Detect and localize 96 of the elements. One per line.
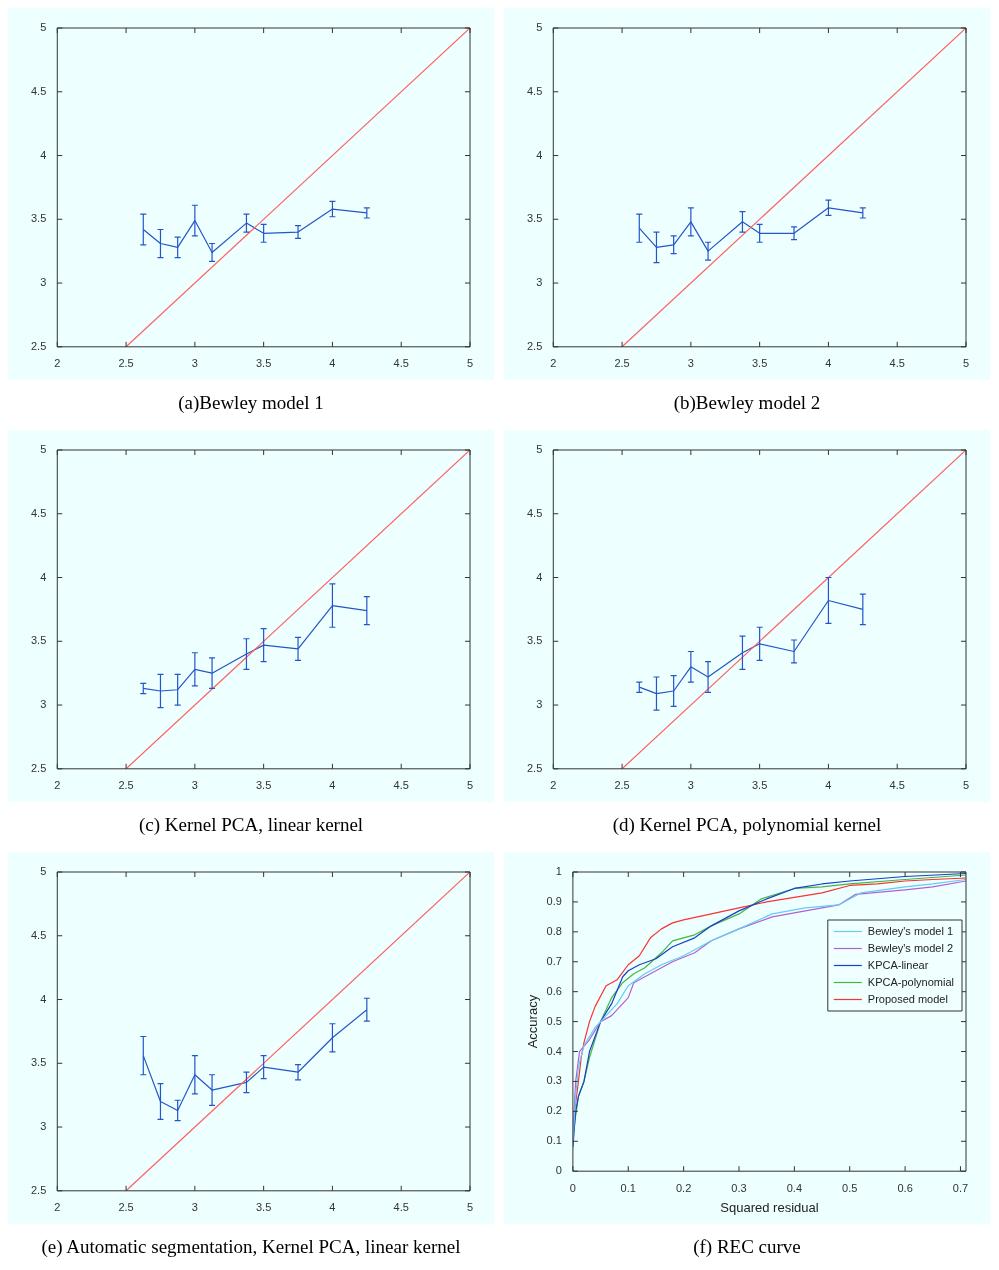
y-tick-label: 2.5 xyxy=(30,339,47,352)
x-tick-label: 4 xyxy=(825,357,832,370)
text: (d) Kernel PCA, polynomial kernel xyxy=(611,813,883,837)
x-tick-label: 5 xyxy=(962,779,970,792)
y-tick-label: 3 xyxy=(536,276,543,289)
y-tick-label: 3.5 xyxy=(30,1056,47,1069)
y-tick-label: 4 xyxy=(40,992,47,1005)
y-tick-label: 3.5 xyxy=(30,634,47,647)
x-tick-label: 0.1 xyxy=(620,1181,636,1194)
y-tick-label: 5 xyxy=(40,443,47,456)
y-tick-label: 4 xyxy=(40,570,47,583)
x-tick-label: 0.6 xyxy=(897,1181,913,1194)
x-tick-label: 2.5 xyxy=(118,1201,134,1214)
y-tick-label: 0.6 xyxy=(546,984,562,997)
y-tick-label: 0.8 xyxy=(546,924,562,937)
text: (b)Bewley model 2 xyxy=(672,391,822,415)
x-tick-label: 3 xyxy=(191,1201,198,1214)
text: (f) REC curve xyxy=(692,1235,802,1259)
legend-label: Proposed model xyxy=(867,992,948,1005)
x-tick-label: 4.5 xyxy=(393,1201,409,1214)
y-tick-label: 2.5 xyxy=(30,761,47,774)
y-tick-label: 4.5 xyxy=(30,506,47,519)
x-tick-label: 4 xyxy=(329,1201,336,1214)
x-tick-label: 2.5 xyxy=(118,357,134,370)
x-tick-label: 5 xyxy=(962,357,970,370)
x-tick-label: 2 xyxy=(54,357,61,370)
y-tick-label: 3.5 xyxy=(526,212,543,225)
text: (c) Kernel PCA, linear kernel xyxy=(137,813,365,837)
x-tick-label: 5 xyxy=(466,779,474,792)
x-tick-label: 0 xyxy=(569,1181,576,1194)
x-tick-label: 4.5 xyxy=(393,357,409,370)
x-tick-label: 3 xyxy=(687,779,694,792)
x-tick-label: 0.5 xyxy=(842,1181,858,1194)
y-tick-label: 4 xyxy=(40,148,47,161)
y-tick-label: 0.2 xyxy=(546,1104,562,1117)
y-tick-label: 3.5 xyxy=(30,212,47,225)
y-tick-label: 4.5 xyxy=(30,928,47,941)
y-tick-label: 5 xyxy=(40,865,47,878)
x-tick-label: 3.5 xyxy=(752,357,768,370)
y-tick-label: 3 xyxy=(536,698,543,711)
y-tick-label: 2.5 xyxy=(526,339,543,352)
x-tick-label: 4.5 xyxy=(889,357,905,370)
x-tick-label: 4.5 xyxy=(393,779,409,792)
y-axis-title: Accuracy xyxy=(525,994,541,1049)
y-tick-label: 3 xyxy=(40,698,47,711)
x-tick-label: 0.2 xyxy=(675,1181,692,1194)
y-tick-label: 0.1 xyxy=(546,1134,562,1147)
y-tick-label: 0.5 xyxy=(546,1014,562,1027)
y-tick-label: 4.5 xyxy=(526,506,543,519)
y-tick-label: 5 xyxy=(40,21,47,34)
x-tick-label: 3.5 xyxy=(752,779,768,792)
x-tick-label: 2 xyxy=(550,779,557,792)
x-tick-label: 3 xyxy=(191,779,198,792)
x-tick-label: 2.5 xyxy=(614,357,630,370)
y-tick-label: 3 xyxy=(40,276,47,289)
x-tick-label: 3.5 xyxy=(256,779,272,792)
x-tick-label: 3.5 xyxy=(256,357,272,370)
legend-label: Bewley's model 2 xyxy=(867,941,954,954)
x-tick-label: 2.5 xyxy=(614,779,630,792)
x-tick-label: 3 xyxy=(191,357,198,370)
y-tick-label: 4 xyxy=(536,148,543,161)
x-tick-label: 2.5 xyxy=(118,779,134,792)
text: (e) Automatic segmentation, Kernel PCA, linear kernel xyxy=(40,1235,462,1259)
y-tick-label: 4.5 xyxy=(30,84,47,97)
y-tick-label: 0.7 xyxy=(546,954,562,967)
y-tick-label: 4 xyxy=(536,570,543,583)
x-tick-label: 5 xyxy=(466,1201,474,1214)
text: (a)Bewley model 1 xyxy=(177,391,325,415)
y-tick-label: 0.3 xyxy=(546,1074,562,1087)
x-tick-label: 0.4 xyxy=(786,1181,803,1194)
y-tick-label: 5 xyxy=(536,443,543,456)
y-tick-label: 4.5 xyxy=(526,84,543,97)
x-tick-label: 0.7 xyxy=(952,1181,969,1194)
y-tick-label: 3.5 xyxy=(526,634,543,647)
x-tick-label: 3.5 xyxy=(256,1201,272,1214)
x-tick-label: 4.5 xyxy=(889,779,905,792)
legend-label: KPCA-polynomial xyxy=(867,975,954,988)
legend-label: Bewley's model 1 xyxy=(867,924,954,937)
legend-label: KPCA-linear xyxy=(867,958,929,971)
x-tick-label: 3 xyxy=(687,357,694,370)
x-tick-label: 4 xyxy=(329,779,336,792)
y-tick-label: 0 xyxy=(555,1164,562,1177)
x-tick-label: 2 xyxy=(54,1201,61,1214)
y-tick-label: 3 xyxy=(40,1120,47,1133)
x-tick-label: 4 xyxy=(329,357,336,370)
y-tick-label: 5 xyxy=(536,21,543,34)
x-tick-label: 4 xyxy=(825,779,832,792)
x-tick-label: 5 xyxy=(466,357,474,370)
x-tick-label: 0.3 xyxy=(731,1181,747,1194)
y-tick-label: 0.4 xyxy=(546,1044,562,1057)
y-tick-label: 1 xyxy=(555,865,562,878)
y-tick-label: 2.5 xyxy=(526,761,543,774)
y-tick-label: 0.9 xyxy=(546,894,562,907)
x-axis-title: Squared residual xyxy=(720,1199,819,1215)
x-tick-label: 2 xyxy=(54,779,61,792)
x-tick-label: 2 xyxy=(550,357,557,370)
